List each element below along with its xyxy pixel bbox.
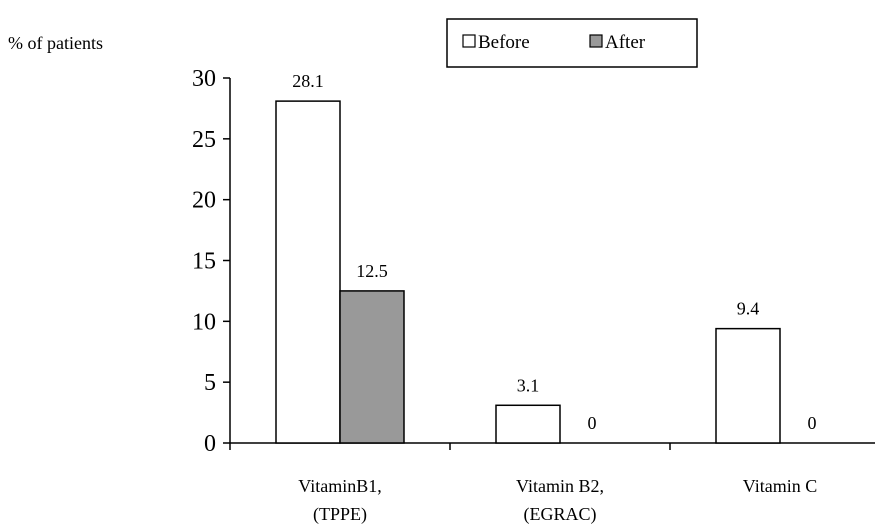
legend-swatch-before xyxy=(462,34,476,48)
y-tick-label: 5 xyxy=(204,370,216,396)
y-axis-label: % of patients xyxy=(8,33,103,53)
data-label: 12.5 xyxy=(356,261,388,281)
y-tick-label: 10 xyxy=(192,309,216,335)
data-label: 0 xyxy=(588,413,597,433)
y-tick-label: 20 xyxy=(192,188,216,214)
x-tick-label: (TPPE) xyxy=(313,504,367,525)
data-label: 9.4 xyxy=(737,299,760,319)
bar-before-2 xyxy=(495,404,561,444)
data-labels: 28.1 12.5 3.1 0 9.4 0 xyxy=(292,71,816,433)
y-tick-label: 0 xyxy=(204,431,216,457)
legend-swatch-after xyxy=(589,34,603,48)
y-tick-label: 25 xyxy=(192,127,216,153)
bars xyxy=(275,100,781,444)
x-tick-label: VitaminB1, xyxy=(298,476,381,496)
bar-before-1 xyxy=(275,100,341,444)
legend: Before After xyxy=(446,18,698,68)
y-tick-label: 15 xyxy=(192,249,216,275)
y-axis: 0 5 10 15 20 25 30 xyxy=(192,66,231,457)
x-axis xyxy=(229,442,875,450)
x-tick-label: Vitamin C xyxy=(743,476,817,496)
x-tick-labels: VitaminB1, (TPPE) Vitamin B2, (EGRAC) Vitami… xyxy=(298,476,817,525)
data-label: 28.1 xyxy=(292,71,324,91)
x-tick-label: (EGRAC) xyxy=(524,504,597,525)
y-tick-label: 30 xyxy=(192,66,216,92)
data-label: 3.1 xyxy=(517,375,540,395)
legend-box xyxy=(446,18,698,68)
data-label: 0 xyxy=(808,413,817,433)
legend-label-after: After xyxy=(605,32,646,53)
legend-label-before: Before xyxy=(478,32,530,53)
bar-after-1 xyxy=(339,290,405,444)
bar-before-3 xyxy=(715,327,781,444)
x-tick-label: Vitamin B2, xyxy=(516,476,604,496)
